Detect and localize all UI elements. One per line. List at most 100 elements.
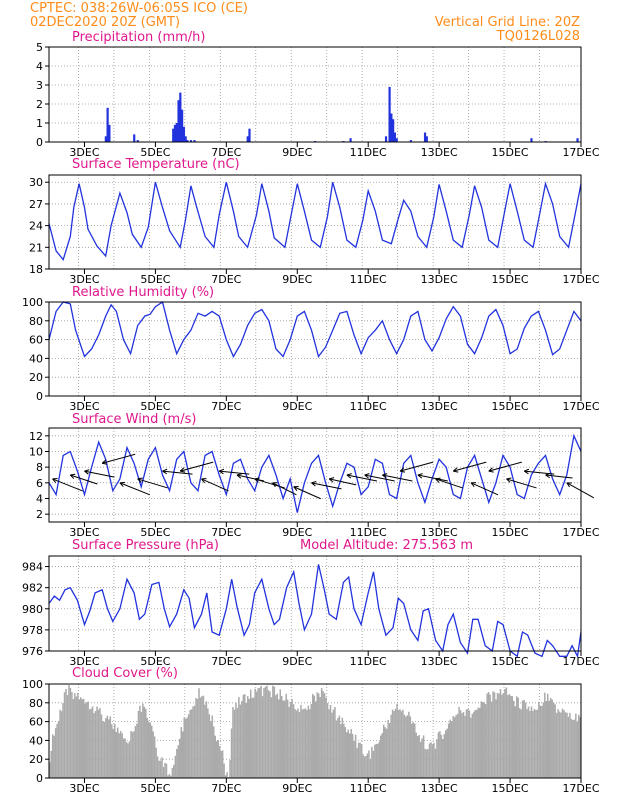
- cloud-bar: [449, 719, 451, 778]
- cloud-bar: [348, 733, 351, 778]
- rh-xtick-label: 9DEC: [282, 400, 312, 413]
- cloud-bar: [115, 731, 117, 778]
- cloud-bar: [510, 695, 512, 778]
- cloud-bar: [405, 716, 407, 778]
- wind-ytick-label: 6: [36, 477, 43, 490]
- cloud-bar: [456, 713, 459, 778]
- cloud-bar: [116, 727, 119, 778]
- precip-bar: [393, 132, 396, 142]
- precip-bar: [193, 140, 196, 142]
- temp-xtick-label: 9DEC: [282, 273, 312, 286]
- cloud-bar: [409, 716, 412, 778]
- cloud-bar: [281, 695, 283, 778]
- cloud-bar: [335, 720, 338, 778]
- wind-frame: [48, 427, 582, 523]
- cloud-bar: [548, 700, 550, 778]
- cloud-bar: [418, 734, 420, 778]
- wind-vector: [417, 473, 448, 482]
- temp-xtick-label: 17DEC: [562, 273, 599, 286]
- cloud-bar: [204, 704, 206, 778]
- cloud-bar: [484, 704, 487, 778]
- cloud-xtick-label: 11DEC: [350, 782, 387, 795]
- wind-xtick-label: 15DEC: [492, 526, 529, 539]
- cloud-bar: [476, 709, 478, 778]
- wind-vector: [452, 461, 487, 473]
- cloud-bar: [235, 702, 237, 778]
- cloud-bar: [430, 742, 432, 778]
- header-grid-line: Vertical Grid Line: 20Z: [435, 15, 580, 30]
- cloud-bar: [142, 703, 144, 778]
- wind-xtick-label: 11DEC: [350, 526, 387, 539]
- cloud-bar: [146, 717, 149, 778]
- cloud-bar: [416, 736, 419, 778]
- cloud-bar: [177, 745, 180, 778]
- rh-ytick-label: 40: [29, 352, 43, 365]
- cloud-bar: [371, 746, 373, 778]
- cloud-bar: [214, 735, 216, 778]
- wind-vector: [328, 477, 357, 486]
- cloud-bar: [419, 741, 422, 778]
- cloud-bar: [69, 687, 72, 778]
- cloud-bar: [298, 712, 301, 778]
- cloud-bar: [218, 745, 221, 778]
- cloud-bar: [378, 741, 381, 778]
- precip-bar: [108, 124, 111, 142]
- cloud-bar: [211, 715, 214, 778]
- cloud-bar: [536, 709, 539, 778]
- wind-vector: [84, 469, 115, 478]
- cloud-bar: [473, 711, 475, 778]
- cloud-bar: [328, 709, 330, 778]
- cloud-bar: [326, 703, 329, 778]
- cloud-bar: [465, 709, 468, 778]
- cloud-bar: [304, 708, 307, 778]
- temp-xtick-label: 7DEC: [211, 273, 241, 286]
- cloud-bar: [396, 703, 398, 778]
- cloud-bar: [168, 774, 171, 778]
- cloud-bar: [443, 733, 446, 778]
- precip-ytick-label: 0: [36, 136, 43, 149]
- cloud-bar: [252, 697, 255, 778]
- wind-xtick-label: 13DEC: [421, 526, 458, 539]
- cloud-bar: [346, 732, 348, 778]
- cloud-bar: [165, 763, 168, 778]
- precip-xtick-label: 5DEC: [140, 146, 170, 159]
- precip-bar: [395, 138, 398, 142]
- cloud-bar: [526, 709, 528, 778]
- cloud-bar: [514, 706, 516, 778]
- cloud-bar: [340, 724, 342, 778]
- cloud-bar: [517, 697, 519, 778]
- cloud-bar: [223, 763, 225, 778]
- cloud-bar: [56, 723, 58, 778]
- wind-vector: [179, 461, 214, 473]
- cloud-bar: [286, 699, 289, 778]
- cloud-bar: [118, 733, 120, 778]
- cloud-bar: [440, 734, 443, 778]
- cloud-bar: [495, 699, 497, 778]
- cloud-bar: [307, 705, 310, 778]
- rh-panel: 0 20 40 60 80 100 3DEC 5DEC 7DEC 9DEC 11DEC 13DEC 15…: [22, 296, 600, 413]
- cloud-bar: [570, 719, 573, 778]
- cloud-bar: [149, 722, 151, 778]
- precip-xtick-label: 13DEC: [421, 146, 458, 159]
- cloud-bar: [567, 716, 570, 778]
- cloud-bar: [272, 685, 274, 778]
- cloud-bar: [366, 753, 369, 778]
- cloud-title: Cloud Cover (%): [72, 666, 178, 681]
- wind-vector: [52, 477, 83, 492]
- cloud-bar: [334, 706, 336, 778]
- wind-xtick-label: 3DEC: [69, 526, 99, 539]
- cloud-bar: [471, 713, 474, 778]
- wind-vector: [311, 480, 342, 490]
- cloud-bar: [408, 711, 410, 778]
- precip-bar: [175, 123, 178, 142]
- cloud-bar: [161, 757, 163, 778]
- cloud-bar: [140, 711, 143, 778]
- cloud-bar: [143, 706, 146, 778]
- precip-bar: [177, 100, 180, 142]
- cloud-bar: [108, 719, 110, 778]
- cloud-bar: [362, 754, 364, 778]
- temp-ytick-label: 21: [29, 241, 43, 254]
- cloud-bar: [260, 686, 262, 778]
- cloud-bar: [192, 706, 194, 778]
- cloud-bar: [264, 686, 267, 778]
